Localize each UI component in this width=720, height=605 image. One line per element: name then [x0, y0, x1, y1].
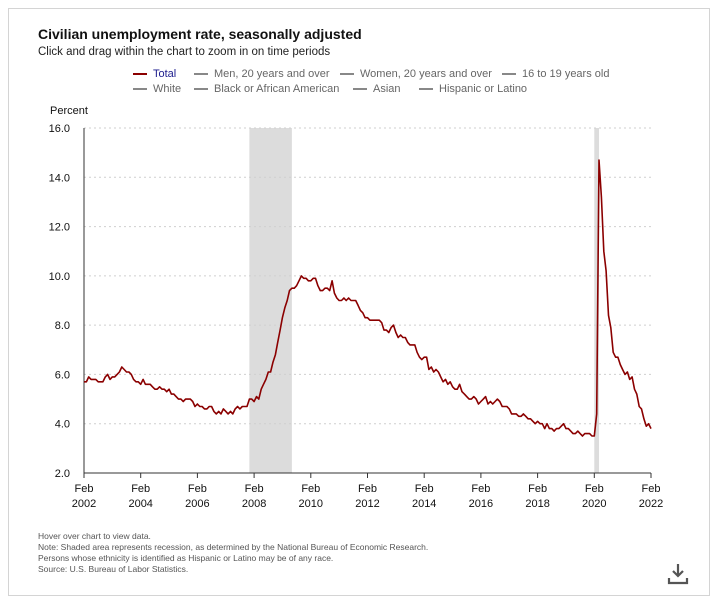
- legend-label: Total: [153, 68, 177, 80]
- legend-item-teens[interactable]: 16 to 19 years old: [502, 68, 609, 80]
- legend-swatch: [133, 73, 147, 75]
- x-tick-year: 2002: [72, 498, 96, 510]
- x-tick-year: 2022: [639, 498, 663, 510]
- chart-title: Civilian unemployment rate, seasonally a…: [38, 26, 362, 42]
- legend-swatch: [419, 88, 433, 90]
- y-tick-label: 14.0: [49, 172, 70, 184]
- y-tick-label: 6.0: [55, 369, 70, 381]
- x-tick-month: Feb: [415, 483, 434, 495]
- x-tick-month: Feb: [301, 483, 320, 495]
- x-tick-month: Feb: [471, 483, 490, 495]
- x-tick-year: 2004: [128, 498, 152, 510]
- legend-label: Black or African American: [214, 83, 340, 95]
- legend-item-black[interactable]: Black or African American: [194, 83, 339, 95]
- legend-swatch: [340, 73, 354, 75]
- legend-swatch: [502, 73, 516, 75]
- legend-swatch: [353, 88, 367, 90]
- series-line-total: [84, 159, 652, 437]
- legend-item-men[interactable]: Men, 20 years and over: [194, 68, 330, 80]
- footnotes: Hover over chart to view data. Note: Sha…: [38, 531, 428, 575]
- x-tick-year: 2020: [582, 498, 606, 510]
- x-tick-year: 2018: [525, 498, 549, 510]
- x-tick-month: Feb: [528, 483, 547, 495]
- x-tick-month: Feb: [358, 483, 377, 495]
- y-axis-label: Percent: [50, 105, 88, 117]
- legend-item-asian[interactable]: Asian: [353, 83, 401, 95]
- y-tick-label: 2.0: [55, 468, 70, 480]
- y-tick-label: 12.0: [49, 222, 70, 234]
- legend-label: 16 to 19 years old: [522, 68, 610, 80]
- recession-band: [249, 128, 292, 473]
- legend-label: Women, 20 years and over: [360, 68, 492, 80]
- x-tick-year: 2006: [185, 498, 209, 510]
- legend-label: Men, 20 years and over: [214, 68, 330, 80]
- download-icon[interactable]: [665, 561, 691, 587]
- y-tick-label: 10.0: [49, 271, 70, 283]
- x-tick-year: 2014: [412, 498, 436, 510]
- x-tick-month: Feb: [245, 483, 264, 495]
- y-tick-label: 8.0: [55, 320, 70, 332]
- x-tick-year: 2010: [299, 498, 323, 510]
- recession-note: Note: Shaded area represents recession, …: [38, 542, 429, 552]
- x-tick-month: Feb: [642, 483, 661, 495]
- legend-swatch: [133, 88, 147, 90]
- legend-item-total[interactable]: Total: [133, 68, 176, 80]
- legend-label: Asian: [373, 83, 401, 95]
- ethnicity-note: Persons whose ethnicity is identified as…: [38, 553, 334, 563]
- chart-subtitle: Click and drag within the chart to zoom …: [38, 46, 331, 58]
- x-tick-year: 2016: [469, 498, 493, 510]
- hover-note: Hover over chart to view data.: [38, 531, 151, 541]
- legend-label: Hispanic or Latino: [439, 83, 528, 95]
- x-tick-month: Feb: [131, 483, 150, 495]
- legend-item-women[interactable]: Women, 20 years and over: [340, 68, 492, 80]
- legend-item-hispanic[interactable]: Hispanic or Latino: [419, 83, 527, 95]
- legend-label: White: [153, 83, 182, 95]
- x-tick-month: Feb: [585, 483, 604, 495]
- x-tick-month: Feb: [188, 483, 207, 495]
- x-tick-year: 2012: [355, 498, 379, 510]
- legend-swatch: [194, 88, 208, 90]
- x-tick-month: Feb: [75, 483, 94, 495]
- legend-swatch: [194, 73, 208, 75]
- chart-panel: [8, 8, 710, 596]
- y-tick-label: 4.0: [55, 419, 70, 431]
- y-tick-label: 16.0: [49, 123, 70, 135]
- recession-band: [594, 128, 600, 473]
- x-tick-year: 2008: [242, 498, 266, 510]
- line-chart[interactable]: 2.0 4.0 6.0 8.0 10.0 12.0 14.0 16.0 Feb 2002 Feb 2…: [0, 100, 720, 520]
- legend: Total Men, 20 years and over Women, 20 y…: [0, 64, 720, 100]
- source-note: Source: U.S. Bureau of Labor Statistics.: [38, 564, 189, 574]
- legend-item-white[interactable]: White: [133, 83, 181, 95]
